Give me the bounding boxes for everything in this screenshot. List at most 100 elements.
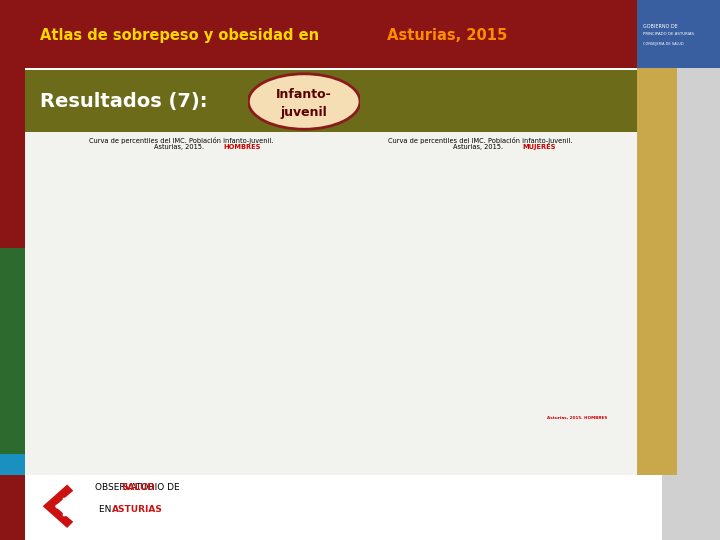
Text: Atlas de sobrepeso y obesidad en: Atlas de sobrepeso y obesidad en	[40, 28, 319, 43]
p97	[500, 240, 508, 246]
p95	[437, 314, 446, 321]
p5	[421, 395, 430, 401]
p95	[264, 218, 273, 224]
Line: p97: p97	[346, 193, 615, 342]
p97	[154, 295, 163, 301]
Line: p3: p3	[48, 360, 316, 402]
Line: p85: p85	[346, 263, 615, 359]
Text: SALUD: SALUD	[121, 483, 155, 492]
Text: MUJERES: MUJERES	[522, 144, 555, 150]
p97	[484, 256, 492, 263]
p97	[611, 190, 619, 197]
Text: Curva de percentiles del IMC. Población infanto-juvenil.: Curva de percentiles del IMC. Población …	[89, 137, 274, 144]
p50	[547, 321, 556, 328]
p95	[484, 271, 492, 277]
p5	[484, 380, 492, 386]
Text: HOMBRES: HOMBRES	[223, 144, 261, 150]
Line: p50: p50	[346, 316, 615, 379]
p5	[264, 354, 273, 361]
p97	[531, 213, 540, 220]
p50	[374, 376, 382, 382]
Text: ASTURIAS: ASTURIAS	[112, 505, 163, 514]
p3	[217, 379, 225, 385]
p50	[437, 368, 446, 375]
Line: p5: p5	[346, 359, 615, 400]
p97	[296, 193, 305, 199]
p95	[453, 300, 462, 307]
p95	[405, 334, 414, 341]
p85	[122, 347, 131, 353]
p50	[201, 349, 210, 355]
p95	[611, 209, 619, 215]
p95	[579, 212, 588, 219]
p5	[453, 389, 462, 396]
p50	[185, 356, 194, 363]
p85	[611, 260, 619, 266]
p5	[390, 397, 398, 403]
p50	[170, 363, 179, 369]
p50	[91, 375, 99, 381]
Ellipse shape	[248, 74, 360, 129]
p3	[405, 399, 414, 406]
Text: GOBIERNO DE: GOBIERNO DE	[643, 24, 678, 29]
p85	[201, 302, 210, 309]
p3	[154, 394, 163, 400]
p95	[280, 212, 289, 219]
p97	[469, 273, 477, 279]
p85	[484, 302, 492, 309]
p3	[469, 392, 477, 398]
p3	[390, 400, 398, 407]
p95	[185, 277, 194, 284]
p50	[342, 373, 351, 379]
p5	[107, 395, 115, 401]
Text: Asturias, 2015.: Asturias, 2015.	[154, 144, 207, 150]
p3	[500, 383, 508, 389]
p85	[374, 355, 382, 362]
p50	[421, 372, 430, 378]
p97	[563, 198, 572, 205]
p85	[170, 325, 179, 331]
p95	[217, 247, 225, 254]
p97	[264, 200, 273, 207]
p5	[374, 397, 382, 403]
Text: OBSERVATORIO DE: OBSERVATORIO DE	[95, 483, 183, 492]
p3	[579, 368, 588, 375]
p95	[59, 342, 68, 348]
p5	[312, 348, 320, 354]
p85	[405, 349, 414, 355]
p3	[75, 399, 84, 406]
Legend: p3, p5, p50, p85, p95, p97: p3, p5, p50, p85, p95, p97	[620, 500, 633, 528]
p3	[437, 397, 446, 403]
Legend: p3, p5, p50, p85, p95, p97: p3, p5, p50, p85, p95, p97	[294, 411, 321, 454]
p50	[531, 327, 540, 333]
Text: Asturias, 2015. HOMBRES: Asturias, 2015. HOMBRES	[547, 415, 608, 420]
p85	[563, 264, 572, 271]
p85	[296, 263, 305, 269]
p3	[484, 387, 492, 394]
p3	[107, 398, 115, 404]
Y-axis label: IMC (Kg./m2): IMC (Kg./m2)	[318, 282, 323, 323]
p3	[91, 399, 99, 406]
p97	[107, 329, 115, 335]
p50	[75, 375, 84, 381]
p97	[233, 218, 241, 224]
p97	[342, 334, 351, 341]
Line: p85: p85	[48, 265, 316, 357]
p5	[185, 382, 194, 388]
Line: p3: p3	[346, 369, 615, 403]
Text: PRINCIPADO DE ASTURIAS: PRINCIPADO DE ASTURIAS	[643, 32, 694, 36]
p97	[59, 336, 68, 343]
p3	[264, 363, 273, 369]
p50	[280, 313, 289, 320]
p3	[453, 395, 462, 401]
p3	[611, 366, 619, 373]
p50	[595, 314, 603, 321]
p5	[437, 393, 446, 399]
p85	[531, 274, 540, 280]
p97	[312, 192, 320, 198]
p97	[91, 335, 99, 342]
p97	[122, 320, 131, 327]
p5	[59, 395, 68, 401]
p95	[374, 344, 382, 350]
p50	[217, 340, 225, 346]
